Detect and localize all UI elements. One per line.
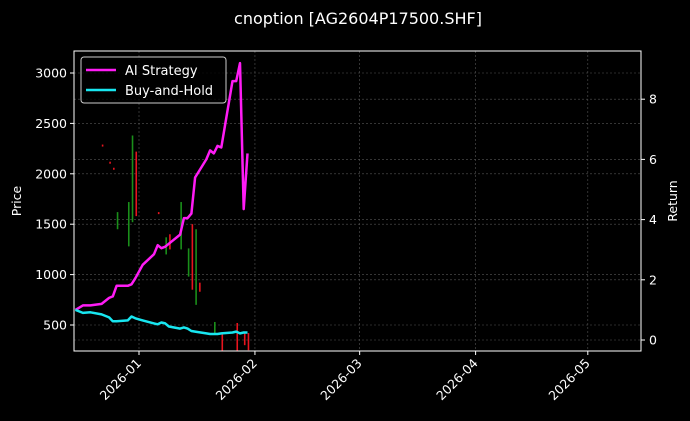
line-ai-strategy [74, 61, 249, 311]
y2-tick-label: 2 [649, 272, 657, 287]
y-tick-label: 2500 [35, 116, 67, 131]
legend-label-ai-strategy: AI Strategy [125, 64, 198, 79]
y-axis-right: 0 2 4 6 8 [641, 92, 657, 348]
plot-frame [73, 50, 642, 352]
series-lines [74, 61, 249, 336]
legend-box [80, 56, 227, 104]
y2-tick-label: 0 [649, 333, 657, 348]
y-axis-left: 500 1000 1500 2000 2500 3000 [35, 66, 74, 333]
y-axis-label: Price [9, 185, 24, 216]
legend-label-buy-and-hold: Buy-and-Hold [125, 84, 213, 99]
y-tick-label: 1000 [35, 267, 67, 282]
y-tick-label: 1500 [35, 217, 67, 232]
candlesticks [101, 135, 250, 351]
y-tick-label: 500 [43, 318, 67, 333]
chart-title: cnoption [AG2604P17500.SHF] [234, 9, 482, 28]
y2-tick-label: 4 [649, 212, 657, 227]
y2-tick-label: 6 [649, 152, 657, 167]
y-tick-label: 2000 [35, 166, 67, 181]
y2-tick-label: 8 [649, 92, 657, 107]
y-tick-label: 3000 [35, 66, 67, 81]
line-buy-and-hold [74, 308, 248, 336]
gridlines [74, 51, 641, 351]
y2-axis-label: Return [665, 180, 680, 221]
legend: AI Strategy Buy-and-Hold [80, 56, 227, 104]
